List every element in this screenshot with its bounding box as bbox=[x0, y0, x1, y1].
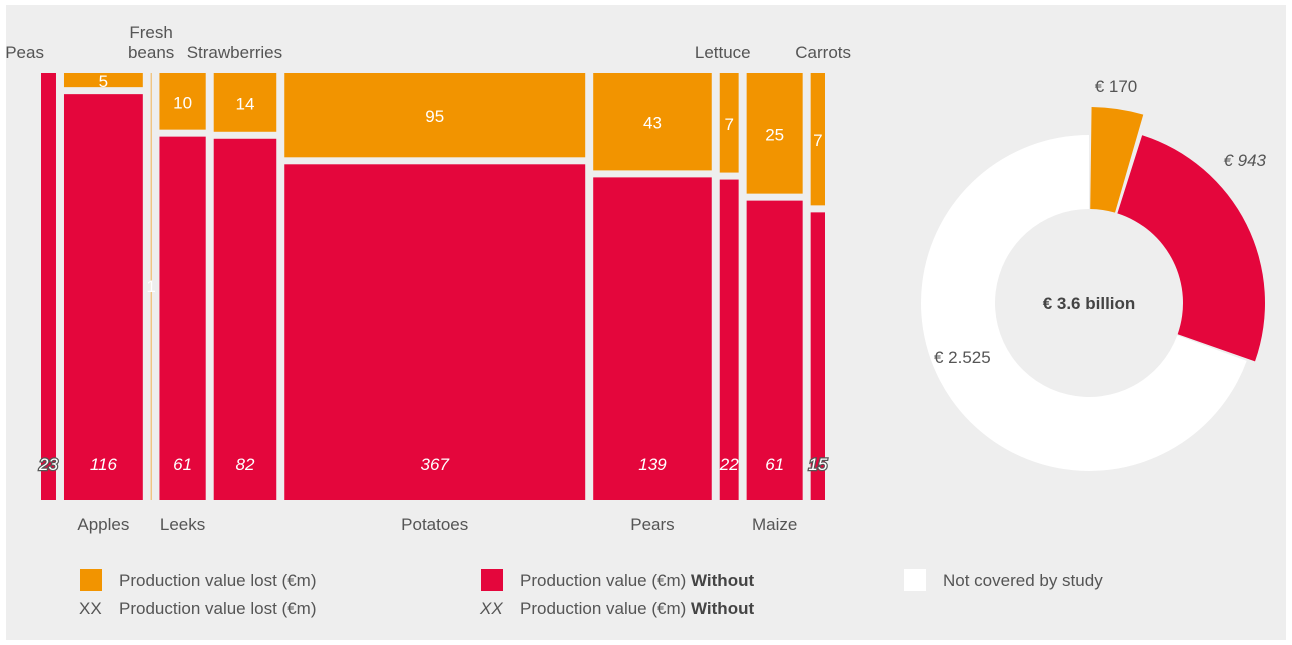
label-lost-potatoes: 95 bbox=[425, 107, 444, 126]
bar-without-lettuce bbox=[719, 179, 739, 500]
bar-without-carrots bbox=[810, 212, 825, 500]
label-lost-lettuce: 7 bbox=[724, 115, 733, 134]
bar-lost-strawberries bbox=[213, 73, 277, 132]
label-without-carrots: 15 bbox=[808, 455, 827, 474]
donut-label-without: € 943 bbox=[1223, 151, 1266, 170]
label-lost-fresh-beans: 1 bbox=[146, 277, 155, 296]
category-label-strawberries: Strawberries bbox=[187, 43, 282, 62]
category-label-fresh-beans: Fresh beans bbox=[128, 23, 174, 62]
bar-without-pears bbox=[593, 177, 712, 500]
category-label-carrots: Carrots bbox=[795, 43, 851, 62]
bar-lost-carrots bbox=[810, 73, 825, 206]
legend-swatch-lost bbox=[80, 569, 102, 591]
category-label-lettuce: Lettuce bbox=[695, 43, 751, 62]
bar-without-leeks bbox=[159, 136, 206, 500]
label-without-apples: 116 bbox=[90, 455, 118, 474]
bar-lost-fresh-beans bbox=[150, 73, 152, 500]
bar-lost-leeks bbox=[159, 73, 206, 130]
label-lost-carrots: 7 bbox=[813, 131, 822, 150]
bar-without-maize bbox=[746, 200, 803, 500]
label-lost-leeks: 10 bbox=[173, 93, 192, 112]
label-without-potatoes: 367 bbox=[421, 455, 450, 474]
bar-without-potatoes bbox=[284, 164, 586, 500]
label-lost-apples: 5 bbox=[99, 72, 108, 91]
donut-center-label: € 3.6 billion bbox=[1043, 294, 1136, 313]
donut-label-lost: € 170 bbox=[1095, 77, 1138, 96]
category-label-apples: Apples bbox=[77, 515, 129, 534]
bar-lost-maize bbox=[746, 73, 803, 194]
bar-without-peas bbox=[41, 73, 56, 500]
bar-without-apples bbox=[63, 94, 143, 501]
category-label-leeks: Leeks bbox=[160, 515, 205, 534]
donut-label-not-covered: € 2.525 bbox=[934, 348, 991, 367]
category-label-maize: Maize bbox=[752, 515, 797, 534]
legend-label-not-covered: Not covered by study bbox=[943, 571, 1103, 590]
label-lost-maize: 25 bbox=[765, 125, 784, 144]
legend-label-lost: Production value lost (€m) bbox=[119, 571, 317, 590]
legend-xx-label-without: Production value (€m) Without bbox=[520, 599, 755, 618]
category-label-peas: Peas bbox=[5, 43, 44, 62]
label-lost-strawberries: 14 bbox=[236, 94, 255, 113]
legend-xx-label-lost: Production value lost (€m) bbox=[119, 599, 317, 618]
legend-xx-without: XX bbox=[480, 599, 503, 618]
bar-lost-apples bbox=[63, 73, 143, 88]
legend-xx-lost: XX bbox=[79, 599, 102, 618]
label-without-lettuce: 22 bbox=[719, 455, 739, 474]
label-without-strawberries: 82 bbox=[236, 455, 255, 474]
bar-lost-pears bbox=[593, 73, 712, 171]
label-lost-pears: 43 bbox=[643, 114, 662, 133]
bar-without-strawberries bbox=[213, 138, 277, 501]
legend-label-without: Production value (€m) Without bbox=[520, 571, 755, 590]
label-without-maize: 61 bbox=[765, 455, 784, 474]
bar-lost-lettuce bbox=[719, 73, 739, 173]
label-without-leeks: 61 bbox=[173, 455, 192, 474]
legend-swatch-not-covered bbox=[904, 569, 926, 591]
donut-slice-lost bbox=[1090, 107, 1144, 213]
donut-slice-not-covered bbox=[921, 135, 1247, 471]
label-without-peas: 23 bbox=[38, 455, 58, 474]
bar-lost-potatoes bbox=[284, 73, 586, 158]
donut-slice-without bbox=[1117, 135, 1265, 362]
legend-swatch-without bbox=[481, 569, 503, 591]
label-without-pears: 139 bbox=[638, 455, 667, 474]
category-label-pears: Pears bbox=[630, 515, 674, 534]
category-label-potatoes: Potatoes bbox=[401, 515, 468, 534]
